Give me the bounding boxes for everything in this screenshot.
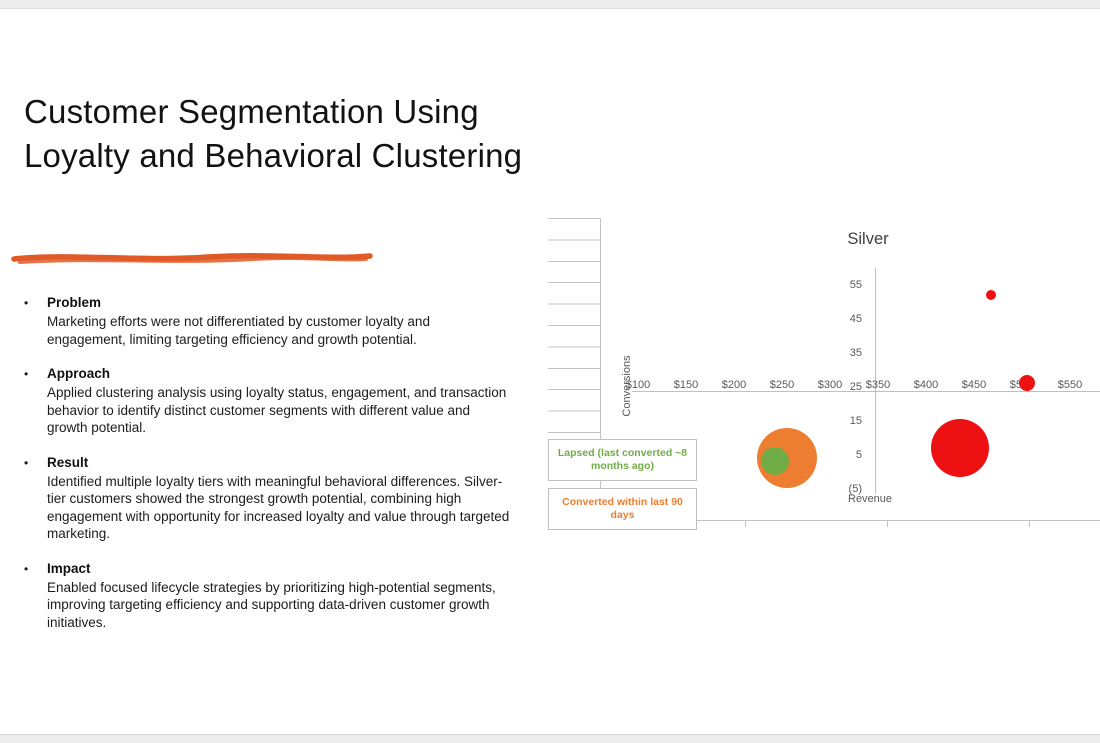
bullet-glyph: • — [24, 561, 29, 576]
x-tick-label: $400 — [913, 379, 939, 391]
bullet-term: Approach — [47, 366, 111, 381]
bottom-axis-tick — [887, 521, 888, 527]
bullet-text: Applied clustering analysis using loyalt… — [47, 385, 507, 435]
y-tick-label: 55 — [849, 279, 862, 291]
y-axis-title: Conversions — [621, 355, 633, 417]
bullet-item-impact: • Impact Enabled focused lifecycle strat… — [24, 560, 510, 632]
chart-bubble-red-segment — [930, 418, 989, 477]
x-tick-label: $350 — [865, 379, 891, 391]
bullet-glyph: • — [24, 367, 29, 381]
y-tick-label: 15 — [849, 415, 862, 427]
y-tick-label: 5 — [855, 449, 862, 461]
bullet-term: Problem — [47, 295, 102, 310]
chart-bubble-red-segment — [1018, 375, 1035, 392]
y-axis-tick-labels: 55 45 35 25 15 5 (5) — [826, 279, 862, 499]
chart-title: Silver — [847, 230, 889, 248]
x-tick-label: $200 — [721, 379, 747, 391]
x-axis-title: Revenue — [848, 493, 893, 505]
y-tick-label: 35 — [849, 347, 862, 359]
x-tick-label: $250 — [769, 379, 795, 391]
clipped-panel-gridlines — [548, 218, 600, 434]
top-edge-strip — [0, 0, 1100, 9]
title-underline-accent — [8, 248, 376, 270]
chart-bubble-green-segment — [761, 447, 790, 476]
y-tick-label: (5) — [848, 483, 862, 495]
bullet-text: Marketing efforts were not differentiate… — [47, 314, 430, 347]
x-axis-line — [632, 391, 1100, 392]
underline-squiggle-icon — [11, 252, 373, 264]
chart-bubble-red-segment — [986, 289, 997, 300]
bullet-item-problem: • Problem Marketing efforts were not dif… — [24, 294, 510, 348]
bullet-list: • Problem Marketing efforts were not dif… — [24, 294, 510, 648]
y-tick-label: 25 — [849, 381, 862, 393]
bottom-axis-tick — [745, 521, 746, 527]
bullet-term: Result — [47, 454, 89, 470]
x-tick-label: $550 — [1057, 379, 1083, 391]
y-tick-label: 45 — [849, 313, 862, 325]
bullet-item-approach: • Approach Applied clustering analysis u… — [24, 365, 510, 437]
x-tick-label: $100 — [625, 379, 651, 391]
y-axis-line — [875, 268, 876, 494]
x-tick-label: $150 — [673, 379, 699, 391]
callout-lapsed-segment: Lapsed (last converted ~8 months ago) — [548, 439, 697, 481]
bottom-axis-tick — [1029, 521, 1030, 527]
clipped-panel-axis-line — [600, 218, 601, 521]
panel-bottom-axis-line — [548, 520, 1100, 521]
slide-title: Customer Segmentation Using Loyalty and … — [24, 93, 523, 174]
bullet-glyph: • — [24, 455, 29, 470]
callout-converted-segment: Converted within last 90 days — [548, 488, 697, 530]
bullet-text: Enabled focused lifecycle strategies by … — [47, 579, 496, 630]
bullet-text: Identified multiple loyalty tiers with m… — [47, 473, 510, 542]
x-tick-label: $300 — [817, 379, 843, 391]
bullet-term: Impact — [47, 560, 91, 576]
bullet-glyph: • — [24, 296, 29, 310]
bullet-item-result: • Result Identified multiple loyalty tie… — [24, 454, 510, 543]
x-tick-label: $450 — [961, 379, 987, 391]
bottom-edge-strip — [0, 734, 1100, 743]
